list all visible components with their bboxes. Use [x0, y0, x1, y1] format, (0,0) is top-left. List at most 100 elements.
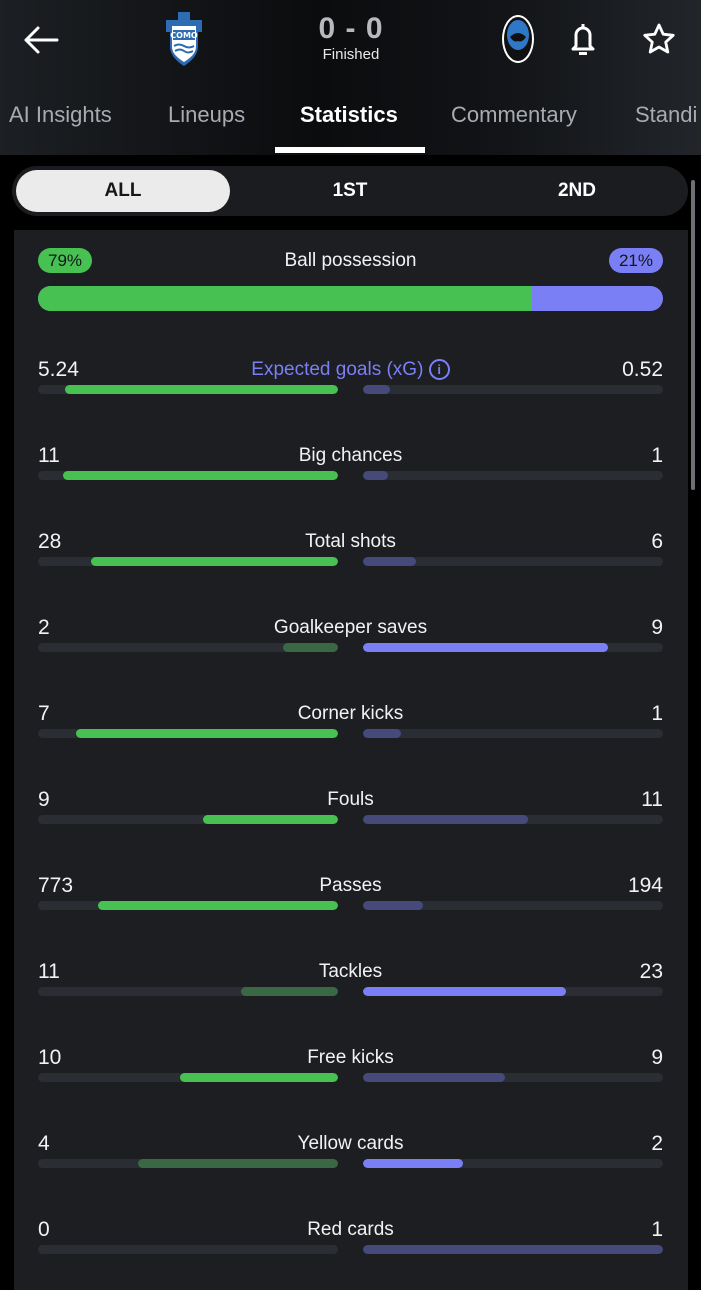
home-stat-value: 0 [38, 1218, 50, 1241]
home-stat-bar [38, 901, 338, 910]
active-tab-indicator [275, 147, 425, 153]
home-stat-value: 2 [38, 616, 50, 639]
possession-title: Ball possession [284, 250, 417, 271]
stat-row: 9 Fouls 11 [38, 788, 663, 848]
home-stat-bar [38, 987, 338, 996]
stat-title-text: Total shots [305, 531, 396, 552]
match-tabs: AI Insights Lineups Statistics Commentar… [0, 96, 701, 156]
home-stat-fill [138, 1159, 338, 1168]
home-stat-value: 4 [38, 1132, 50, 1155]
home-stat-value: 11 [38, 444, 60, 467]
away-stat-fill [363, 815, 528, 824]
stat-row: 773 Passes 194 [38, 874, 663, 934]
scrollbar[interactable] [691, 180, 695, 490]
away-stat-bar [363, 471, 663, 480]
match-status: Finished [322, 46, 380, 63]
home-stat-value: 9 [38, 788, 50, 811]
tab-lineups[interactable]: Lineups [168, 102, 246, 127]
away-stat-fill [363, 557, 416, 566]
home-team-crest[interactable]: COMO [158, 12, 210, 66]
tab-standings[interactable]: Standi [635, 102, 698, 127]
home-stat-bar [38, 1073, 338, 1082]
away-stat-fill [363, 1159, 463, 1168]
stat-title: Fouls [38, 788, 663, 812]
away-stat-fill [363, 901, 424, 910]
match-header: COMO 0 - 0 Finished AI Insights Lineups … [0, 0, 701, 155]
away-stat-bar [363, 729, 663, 738]
away-stat-bar [363, 557, 663, 566]
home-stat-value: 11 [38, 960, 60, 983]
period-all-button[interactable]: ALL [16, 170, 230, 212]
arrow-left-icon [24, 26, 59, 54]
tab-statistics[interactable]: Statistics [300, 102, 398, 127]
home-stat-value: 7 [38, 702, 50, 725]
period-filter: ALL 1ST 2ND [12, 166, 688, 216]
away-possession-badge: 21% [608, 248, 663, 273]
away-stat-bar [363, 815, 663, 824]
possession-bar [38, 286, 663, 311]
bell-icon [571, 24, 595, 55]
stat-title-text: Fouls [327, 789, 374, 810]
svg-text:COMO: COMO [170, 31, 198, 40]
stat-title: Total shots [38, 530, 663, 554]
away-stat-bar [363, 987, 663, 996]
stat-row: 28 Total shots 6 [38, 530, 663, 590]
home-stat-fill [75, 729, 338, 738]
stat-row: 11 Big chances 1 [38, 444, 663, 504]
away-stat-value: 9 [651, 616, 663, 639]
away-stat-bar [363, 1073, 663, 1082]
home-stat-bar [38, 643, 338, 652]
period-1st-button[interactable]: 1ST [332, 180, 368, 201]
stat-row: 10 Free kicks 9 [38, 1046, 663, 1106]
home-stat-fill [65, 385, 338, 394]
home-possession-fill [38, 286, 532, 311]
stat-row: 2 Goalkeeper saves 9 [38, 616, 663, 676]
period-2nd-button[interactable]: 2ND [557, 180, 596, 201]
home-stat-fill [63, 471, 338, 480]
tab-ai-insights[interactable]: AI Insights [9, 102, 112, 127]
favorite-button[interactable] [638, 18, 680, 60]
notifications-button[interactable] [563, 18, 603, 60]
tab-commentary[interactable]: Commentary [451, 102, 577, 127]
stat-row: 11 Tackles 23 [38, 960, 663, 1020]
away-stat-fill [363, 471, 388, 480]
away-stat-fill [363, 987, 566, 996]
away-stat-fill [363, 643, 609, 652]
away-stat-fill [363, 729, 401, 738]
home-stat-value: 28 [38, 530, 62, 553]
stat-title-text: Yellow cards [297, 1133, 404, 1154]
home-stat-value: 10 [38, 1046, 62, 1069]
away-stat-value: 2 [651, 1132, 663, 1155]
home-stat-fill [180, 1073, 338, 1082]
away-stat-bar [363, 643, 663, 652]
stat-title: Free kicks [38, 1046, 663, 1070]
stat-row: 4 Yellow cards 2 [38, 1132, 663, 1192]
home-stat-bar [38, 557, 338, 566]
away-stat-value: 9 [651, 1046, 663, 1069]
back-button[interactable] [20, 20, 62, 60]
stat-row: 7 Corner kicks 1 [38, 702, 663, 762]
away-team-crest[interactable] [500, 13, 536, 65]
stat-title: Yellow cards [38, 1132, 663, 1156]
away-stat-bar [363, 1245, 663, 1254]
stat-title-text: Expected goals (xG) [251, 359, 424, 380]
home-stat-fill [283, 643, 338, 652]
stat-title[interactable]: Expected goals (xG) i [38, 358, 663, 382]
star-icon [643, 23, 675, 54]
statistics-card [14, 230, 688, 1290]
info-icon[interactable]: i [428, 359, 450, 380]
stat-title: Red cards [38, 1218, 663, 1242]
stat-title-text: Big chances [298, 445, 403, 466]
away-stat-value: 194 [627, 874, 663, 897]
stat-title-text: Passes [319, 875, 382, 896]
home-stat-bar [38, 471, 338, 480]
home-stat-fill [98, 901, 338, 910]
match-score: 0 - 0 [318, 12, 384, 45]
stat-title-text: Free kicks [307, 1047, 394, 1068]
away-stat-fill [363, 1245, 663, 1254]
away-stat-fill [363, 385, 391, 394]
home-stat-value: 5.24 [38, 358, 79, 381]
away-stat-fill [363, 1073, 506, 1082]
home-stat-value: 773 [38, 874, 74, 897]
away-stat-value: 23 [639, 960, 663, 983]
